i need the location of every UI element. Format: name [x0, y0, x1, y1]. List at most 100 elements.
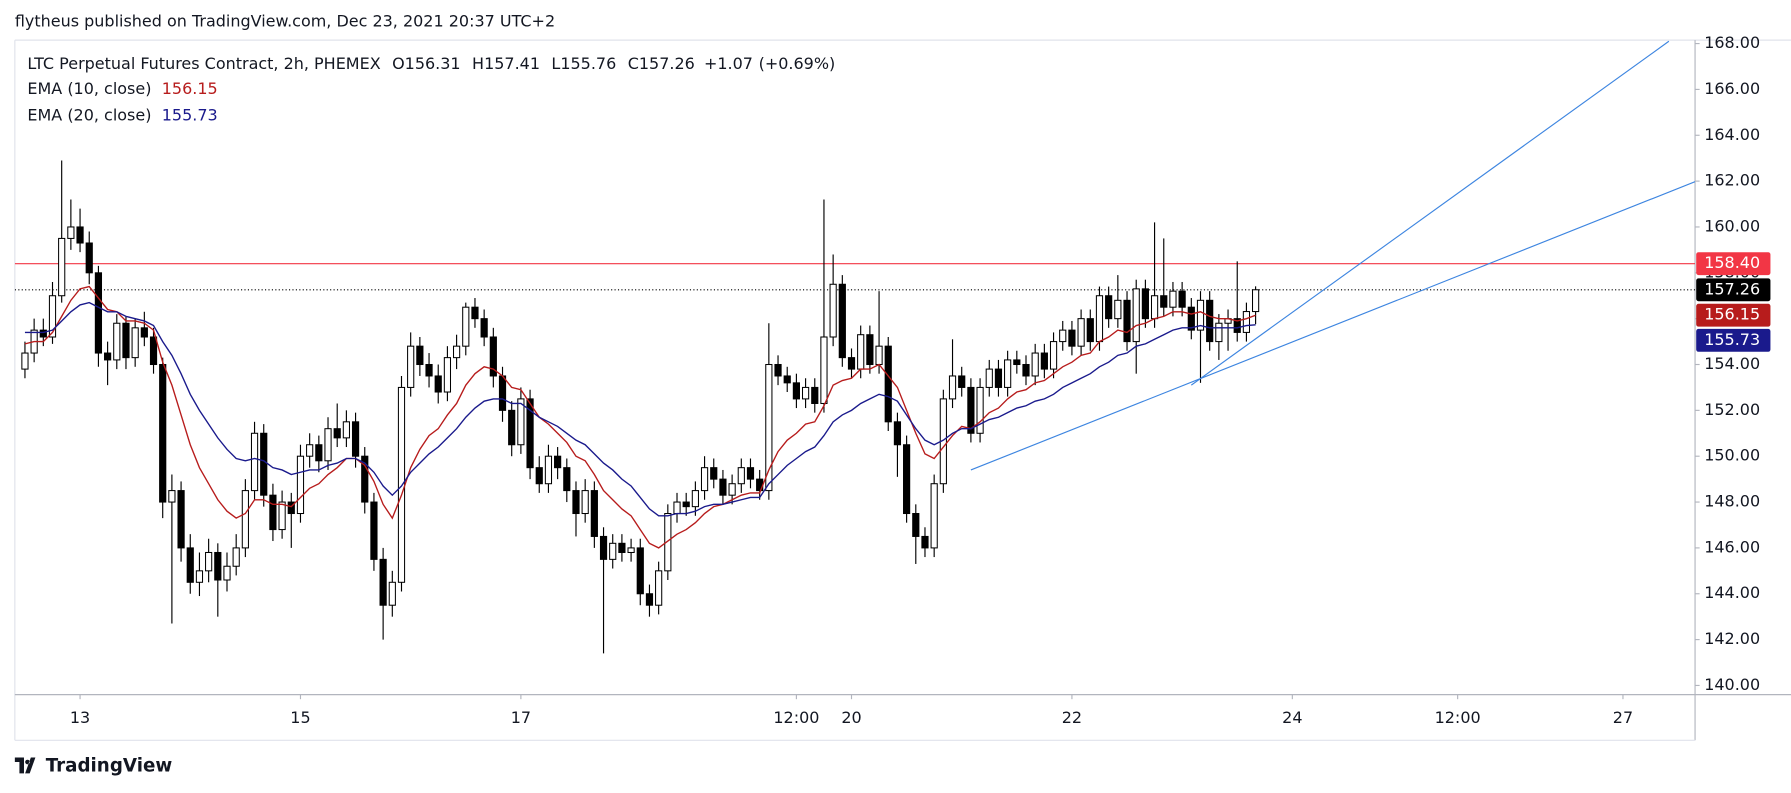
candle-body	[636, 547, 644, 595]
candle-body	[21, 352, 29, 370]
candle-body	[1242, 311, 1251, 333]
candle-body	[774, 363, 782, 377]
x-tick-label: 12:00	[1435, 708, 1481, 727]
candle-body	[85, 242, 93, 274]
price-tag-label: 157.26	[1704, 279, 1760, 298]
candle-body	[1206, 299, 1214, 343]
candle-body	[526, 398, 534, 469]
candle-body	[76, 226, 84, 244]
candle-body	[278, 501, 286, 531]
x-tick-label: 27	[1613, 708, 1633, 727]
candle-body	[792, 382, 801, 400]
price-tag	[1696, 252, 1771, 276]
plot	[14, 40, 1696, 654]
candle-body	[452, 345, 461, 359]
candle-body	[1252, 289, 1260, 313]
candle-body	[921, 535, 929, 549]
candle-body	[342, 421, 350, 439]
candle-body	[1068, 329, 1076, 347]
axes: 140.00 142.00 144.00 146.00 148.00 150.00 152.…	[70, 33, 1771, 727]
candle-body	[1187, 306, 1195, 331]
ohlc-prefix: O	[392, 54, 405, 73]
candle-body	[554, 455, 562, 469]
candle-body	[177, 490, 185, 549]
candle-body	[572, 490, 580, 515]
ohlc-value: 157.26	[639, 54, 695, 73]
candle-body	[1105, 295, 1113, 320]
candle-body	[1040, 352, 1048, 370]
candle-body	[1169, 290, 1177, 308]
y-tick-label: 168.00	[1704, 33, 1760, 52]
candle-body	[223, 565, 231, 581]
candle-body	[967, 386, 975, 434]
candle-body	[719, 478, 727, 496]
candle-body	[159, 363, 167, 503]
candle-body	[113, 322, 121, 361]
candle-body	[131, 327, 139, 359]
y-tick-label: 152.00	[1704, 400, 1760, 419]
candle-body	[609, 542, 617, 560]
candle-body	[443, 357, 452, 393]
candle-body	[407, 345, 415, 388]
candle-body	[250, 432, 259, 492]
candle-body	[1178, 290, 1186, 308]
y-tick-label: 146.00	[1704, 537, 1760, 556]
ohlc-value: 156.31	[405, 54, 461, 73]
candle-body	[820, 336, 828, 404]
y-tick-label: 162.00	[1704, 171, 1760, 190]
candle-body	[875, 345, 883, 366]
candle-body	[241, 490, 249, 549]
candle-body	[948, 375, 957, 400]
candle-body	[1095, 295, 1104, 343]
candle-body	[508, 409, 516, 446]
candle-body	[728, 483, 736, 496]
symbol-title: LTC Perpetual Futures Contract, 2h, PHEM…	[27, 54, 380, 73]
x-tick-label: 24	[1282, 708, 1302, 727]
candle-body	[489, 336, 497, 377]
x-tick-label: 17	[511, 708, 531, 727]
candle-body	[838, 283, 846, 359]
candle-body	[645, 593, 654, 606]
y-tick-label: 154.00	[1704, 354, 1760, 373]
candle-body	[700, 467, 709, 492]
candle-body	[1049, 341, 1058, 370]
candle-body	[260, 432, 268, 496]
candle-body	[48, 295, 57, 338]
candle-body	[866, 334, 874, 366]
candle-body	[140, 327, 148, 338]
x-tick-label: 13	[70, 708, 90, 727]
ema-line	[24, 285, 1256, 549]
y-tick-label: 142.00	[1704, 629, 1760, 648]
candle-body	[1022, 363, 1030, 377]
price-tag	[1696, 328, 1771, 352]
candle-body	[655, 570, 663, 606]
candle-body	[985, 368, 993, 388]
candle-body	[480, 318, 488, 338]
ohlc-prefix: C	[628, 54, 639, 73]
trend-line	[1190, 40, 1670, 386]
candle-body	[746, 467, 755, 480]
candle-body	[811, 386, 819, 404]
y-tick-label: 150.00	[1704, 446, 1760, 465]
candle-body	[471, 306, 479, 320]
y-tick-label: 164.00	[1704, 125, 1760, 144]
ema-legend: EMA (10, close) 156.15	[27, 79, 217, 98]
candle-body	[893, 421, 902, 446]
ema-line	[24, 301, 1256, 517]
candle-body	[104, 352, 112, 361]
candle-body	[590, 490, 598, 537]
price-tag	[1696, 278, 1771, 302]
candle-body	[168, 490, 176, 503]
y-tick-label: 148.00	[1704, 492, 1760, 511]
candle-body	[287, 501, 295, 515]
footer-logo: TradingView	[14, 756, 172, 777]
legend: LTC Perpetual Futures Contract, 2h, PHEM…	[27, 54, 835, 124]
candle-body	[1059, 329, 1067, 343]
price-tag-label: 155.73	[1704, 330, 1760, 349]
candle-body	[434, 375, 442, 393]
ema-value: 155.73	[162, 105, 218, 124]
ohlc-value: 155.76	[560, 54, 616, 73]
candle-body	[462, 306, 470, 347]
ema-legend: EMA (20, close) 155.73	[27, 105, 217, 124]
candle-body	[1215, 322, 1223, 343]
